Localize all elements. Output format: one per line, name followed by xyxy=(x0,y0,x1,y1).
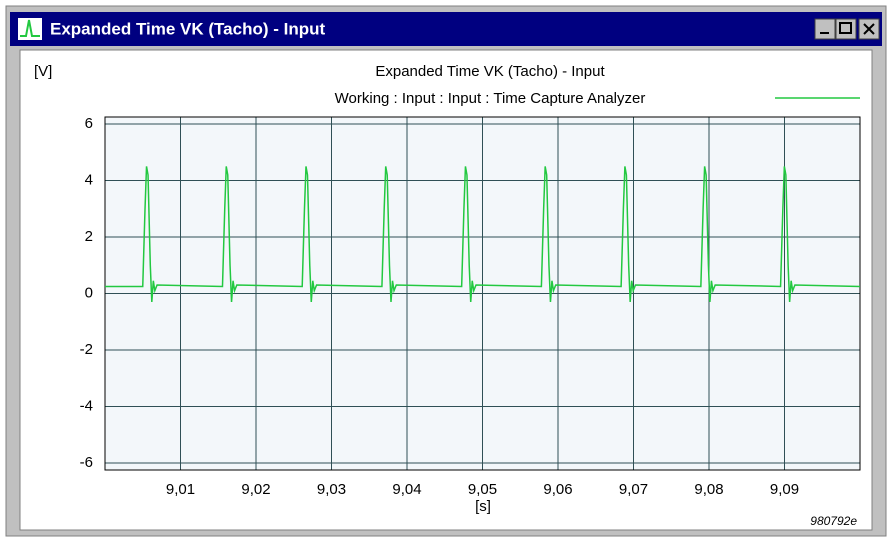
x-tick-label: 9,08 xyxy=(694,481,723,498)
y-tick-label: 2 xyxy=(85,228,93,245)
x-tick-label: 9,07 xyxy=(619,481,648,498)
minimize-button[interactable] xyxy=(814,18,836,40)
close-button[interactable] xyxy=(858,18,880,40)
y-tick-label: 4 xyxy=(85,172,93,189)
x-tick-label: 9,03 xyxy=(317,481,346,498)
x-axis-label: [s] xyxy=(475,498,491,515)
y-tick-label: 6 xyxy=(85,115,93,132)
legend-label: Working : Input : Input : Time Capture A… xyxy=(335,90,646,107)
plot-border xyxy=(104,116,861,471)
y-tick-label: -2 xyxy=(80,341,93,358)
x-tick-label: 9,04 xyxy=(392,481,421,498)
x-tick-label: 9,06 xyxy=(543,481,572,498)
window-title: Expanded Time VK (Tacho) - Input xyxy=(50,19,326,38)
annotation: 980792e xyxy=(810,514,857,528)
x-tick-label: 9,09 xyxy=(770,481,799,498)
y-tick-label: -6 xyxy=(80,454,93,471)
x-tick-label: 9,05 xyxy=(468,481,497,498)
y-tick-label: -4 xyxy=(80,397,93,414)
y-tick-label: 0 xyxy=(85,284,93,301)
chart-title: Expanded Time VK (Tacho) - Input xyxy=(375,63,605,80)
x-tick-label: 9,02 xyxy=(241,481,270,498)
y-axis-label: [V] xyxy=(34,63,52,80)
app-icon xyxy=(18,18,42,40)
x-tick-label: 9,01 xyxy=(166,481,195,498)
title-bar xyxy=(10,12,882,46)
maximize-button[interactable] xyxy=(835,18,857,40)
signal-line xyxy=(105,166,861,303)
